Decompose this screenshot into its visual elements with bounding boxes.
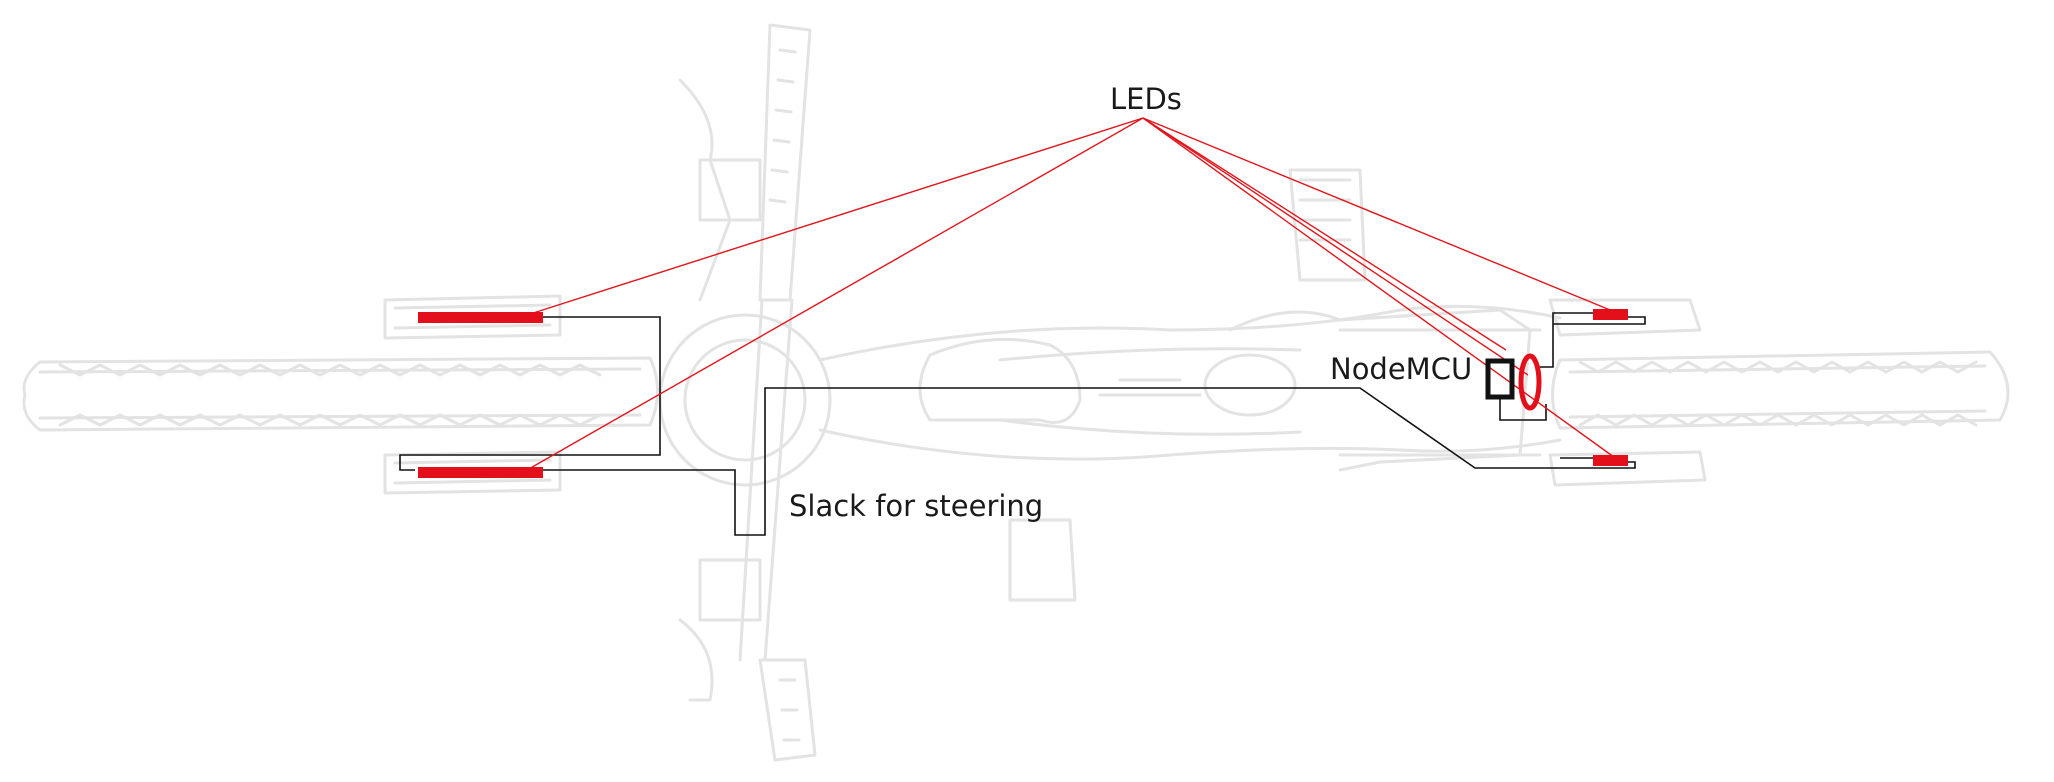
pointer-ring-led-a [1142, 117, 1529, 376]
pointer-front-top-led [1142, 117, 1616, 313]
pointer-rear-top-led [526, 117, 1144, 316]
led-strip-front-bottom [1593, 455, 1628, 466]
pointer-front-bottom-led [1142, 117, 1626, 466]
rear-tire [22, 356, 659, 432]
crank-arm [758, 23, 817, 762]
front-tire [1551, 350, 2010, 430]
nodemcu-box [1485, 358, 1515, 400]
wire-front-top-led-stub [1553, 316, 1646, 325]
led-strip-front-top [1593, 309, 1628, 320]
leds-label: LEDs [1110, 82, 1182, 116]
wire-rear-top-led [399, 316, 661, 471]
led-pointer-lines [526, 117, 1626, 471]
led-ring [1518, 353, 1542, 411]
rear-rack [383, 294, 562, 495]
slack-for-steering-label: Slack for steering [789, 489, 1044, 523]
pointer-ring-led-b [1142, 117, 1507, 351]
wiring [399, 312, 1646, 536]
handlebar [1288, 168, 1367, 282]
nodemcu-label: NodeMCU [1330, 352, 1473, 386]
wire-nodemcu-front-bottom [1499, 395, 1547, 421]
bicycle-background [22, 23, 2010, 762]
saddle [918, 337, 1082, 424]
led-strips [418, 309, 1628, 478]
led-strip-rear-top [418, 312, 543, 323]
frame [818, 304, 1562, 461]
pointer-rear-bottom-led [526, 117, 1144, 471]
led-strip-rear-bottom [418, 467, 543, 478]
wire-rear-bottom-to-front [540, 387, 1636, 536]
